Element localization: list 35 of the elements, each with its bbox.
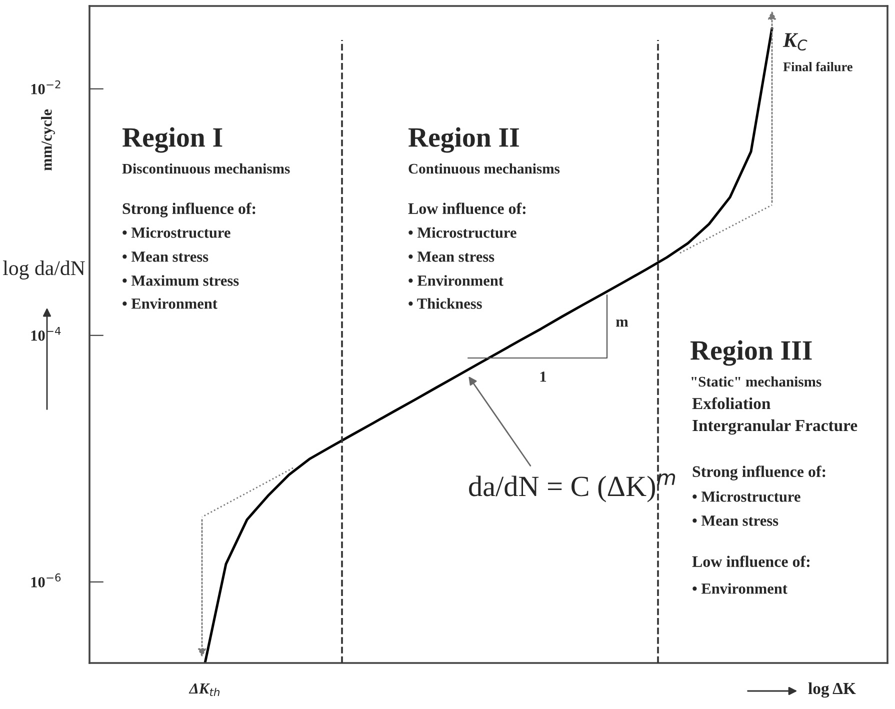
y-tick-label: 10$^{−2}$ [31, 80, 60, 94]
annotation: Low influence of: [692, 556, 810, 568]
annotation: • Microstructure [408, 227, 516, 238]
y-tick-label: 10$^{−4}$ [31, 326, 61, 341]
annotation: Region II [408, 127, 519, 153]
annotation: Discontinuous mechanisms [122, 163, 290, 174]
annotation: Region I [122, 127, 222, 153]
annotation: Intergranular Fracture [692, 419, 858, 435]
annotation: • Environment [408, 275, 504, 286]
annotation: m [616, 319, 628, 327]
annotation: Strong influence of: [122, 202, 256, 218]
text: ΔK$_{th}$ [188, 683, 220, 696]
y-tick-label: 10$^{−6}$ [31, 573, 61, 588]
annotation: Exfoliation [692, 397, 770, 410]
annotation: • Microstructure [692, 491, 800, 502]
annotation: Region III [690, 340, 812, 366]
annotation: • Microstructure [122, 227, 230, 238]
annotation: "Static" mechanisms [692, 376, 822, 387]
annotation: • Maximum stress [122, 275, 239, 286]
annotation: • Mean stress [122, 252, 208, 262]
annotation: • Environment [122, 298, 218, 309]
annotation: 1 [540, 372, 546, 382]
text: mm/cycle [41, 109, 55, 171]
annotation: • Mean stress [408, 252, 494, 262]
annotation: • Thickness [408, 298, 482, 309]
annotation: Low influence of: [408, 202, 526, 214]
annotation: Final failure [783, 62, 852, 72]
annotation: da/dN = C (ΔK)$^{m}$ [469, 473, 676, 502]
annotation: • Mean stress [692, 516, 778, 526]
annotation: K$_{C}$ [782, 33, 808, 51]
x-axis-title: log ΔK [808, 682, 856, 698]
y-axis-title: log da/dN [3, 260, 85, 280]
annotation: • Environment [692, 583, 788, 594]
annotation: Strong influence of: [692, 466, 826, 480]
annotation: Continuous mechanisms [408, 163, 560, 174]
